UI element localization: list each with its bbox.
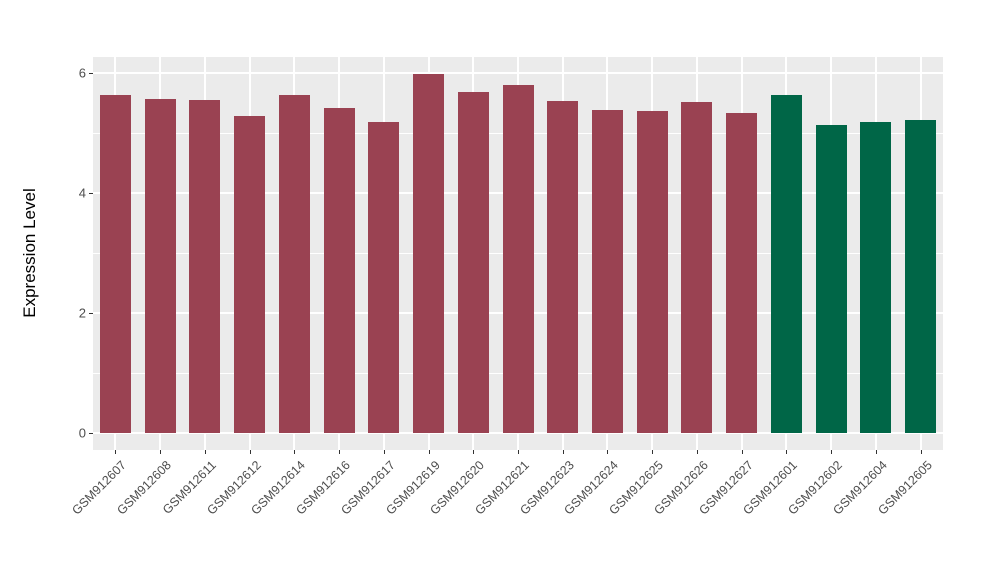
x-tick-mark <box>294 450 296 454</box>
x-tick-mark <box>920 450 922 454</box>
y-tick-label: 0 <box>78 425 86 441</box>
bar-GSM912601 <box>771 95 802 433</box>
y-tick-label: 6 <box>78 65 86 81</box>
x-tick-mark <box>339 450 341 454</box>
x-tick-mark <box>204 450 206 454</box>
x-tick-mark <box>428 450 430 454</box>
x-tick-mark <box>562 450 564 454</box>
y-tick-label: 2 <box>78 305 86 321</box>
y-tick-mark <box>89 313 93 314</box>
x-tick-mark <box>652 450 654 454</box>
bar-GSM912617 <box>368 122 399 433</box>
plot-panel <box>93 57 943 450</box>
x-tick-mark <box>518 450 519 454</box>
bar-GSM912614 <box>279 95 310 433</box>
bar-GSM912621 <box>503 85 534 433</box>
x-tick-mark <box>831 450 833 454</box>
x-tick-mark <box>249 450 251 454</box>
bar-GSM912608 <box>145 99 176 433</box>
x-tick-mark <box>696 450 698 454</box>
bar-GSM912619 <box>413 74 444 433</box>
y-tick-mark <box>89 193 93 194</box>
y-tick-label: 4 <box>78 185 86 201</box>
bar-GSM912602 <box>816 125 847 433</box>
x-tick-mark <box>786 450 788 454</box>
x-tick-mark <box>473 450 475 454</box>
bar-GSM912607 <box>100 95 131 433</box>
bar-GSM912620 <box>458 92 489 433</box>
bar-GSM912627 <box>726 113 757 433</box>
bar-GSM912612 <box>234 116 265 433</box>
bar-GSM912626 <box>681 102 712 433</box>
y-tick-mark <box>89 73 93 74</box>
x-tick-mark <box>741 450 743 454</box>
bar-GSM912624 <box>592 110 623 433</box>
x-tick-mark <box>383 450 385 454</box>
bar-GSM912605 <box>905 120 936 433</box>
y-axis-title: Expression Level <box>20 188 39 318</box>
x-tick-mark <box>115 450 117 454</box>
y-tick-mark <box>89 433 93 434</box>
bar-GSM912616 <box>324 108 355 433</box>
x-tick-mark <box>875 450 877 454</box>
x-tick-mark <box>607 450 609 454</box>
x-tick-mark <box>160 450 162 454</box>
bar-GSM912625 <box>637 111 668 433</box>
bar-GSM912611 <box>189 100 220 433</box>
bar-GSM912604 <box>860 122 891 433</box>
bar-GSM912623 <box>547 101 578 433</box>
